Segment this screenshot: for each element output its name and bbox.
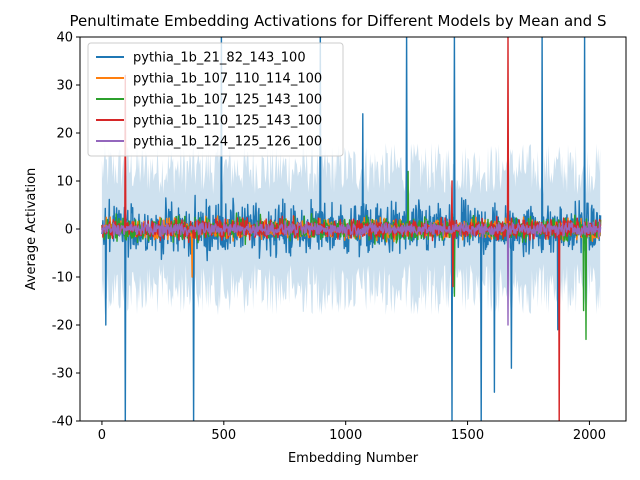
x-tick-label: 1000 [329, 428, 362, 443]
chart-title: Penultimate Embedding Activations for Di… [69, 12, 606, 30]
y-tick-label: -40 [52, 415, 73, 430]
y-tick-label: -10 [52, 271, 73, 286]
y-tick-label: 30 [56, 79, 73, 94]
legend-box [87, 42, 344, 157]
x-tick-label: 2000 [573, 428, 606, 443]
y-tick-label: 40 [56, 31, 73, 46]
x-tick-label: 500 [211, 428, 236, 443]
y-tick-label: 20 [56, 127, 73, 142]
y-axis-label: Average Activation [24, 168, 39, 291]
series-line-5 [101, 219, 602, 326]
legend-entry: pythia_1b_110_125_143_100 [133, 114, 322, 129]
legend: pythia_1b_21_82_143_100 pythia_1b_107_110… [87, 42, 344, 157]
x-axis-label: Embedding Number [288, 451, 419, 466]
legend-entry: pythia_1b_21_82_143_100 [133, 51, 306, 66]
x-tick-label: 0 [98, 428, 106, 443]
legend-entry: pythia_1b_107_110_114_100 [133, 72, 322, 87]
y-tick-label: -20 [52, 319, 73, 334]
legend-entry: pythia_1b_124_125_126_100 [133, 135, 322, 150]
y-tick-label: 0 [65, 223, 73, 238]
legend-entry: pythia_1b_107_125_143_100 [133, 93, 322, 108]
y-tick-label: 10 [56, 175, 73, 190]
x-tick-label: 1500 [451, 428, 484, 443]
y-tick-label: -30 [52, 367, 73, 382]
